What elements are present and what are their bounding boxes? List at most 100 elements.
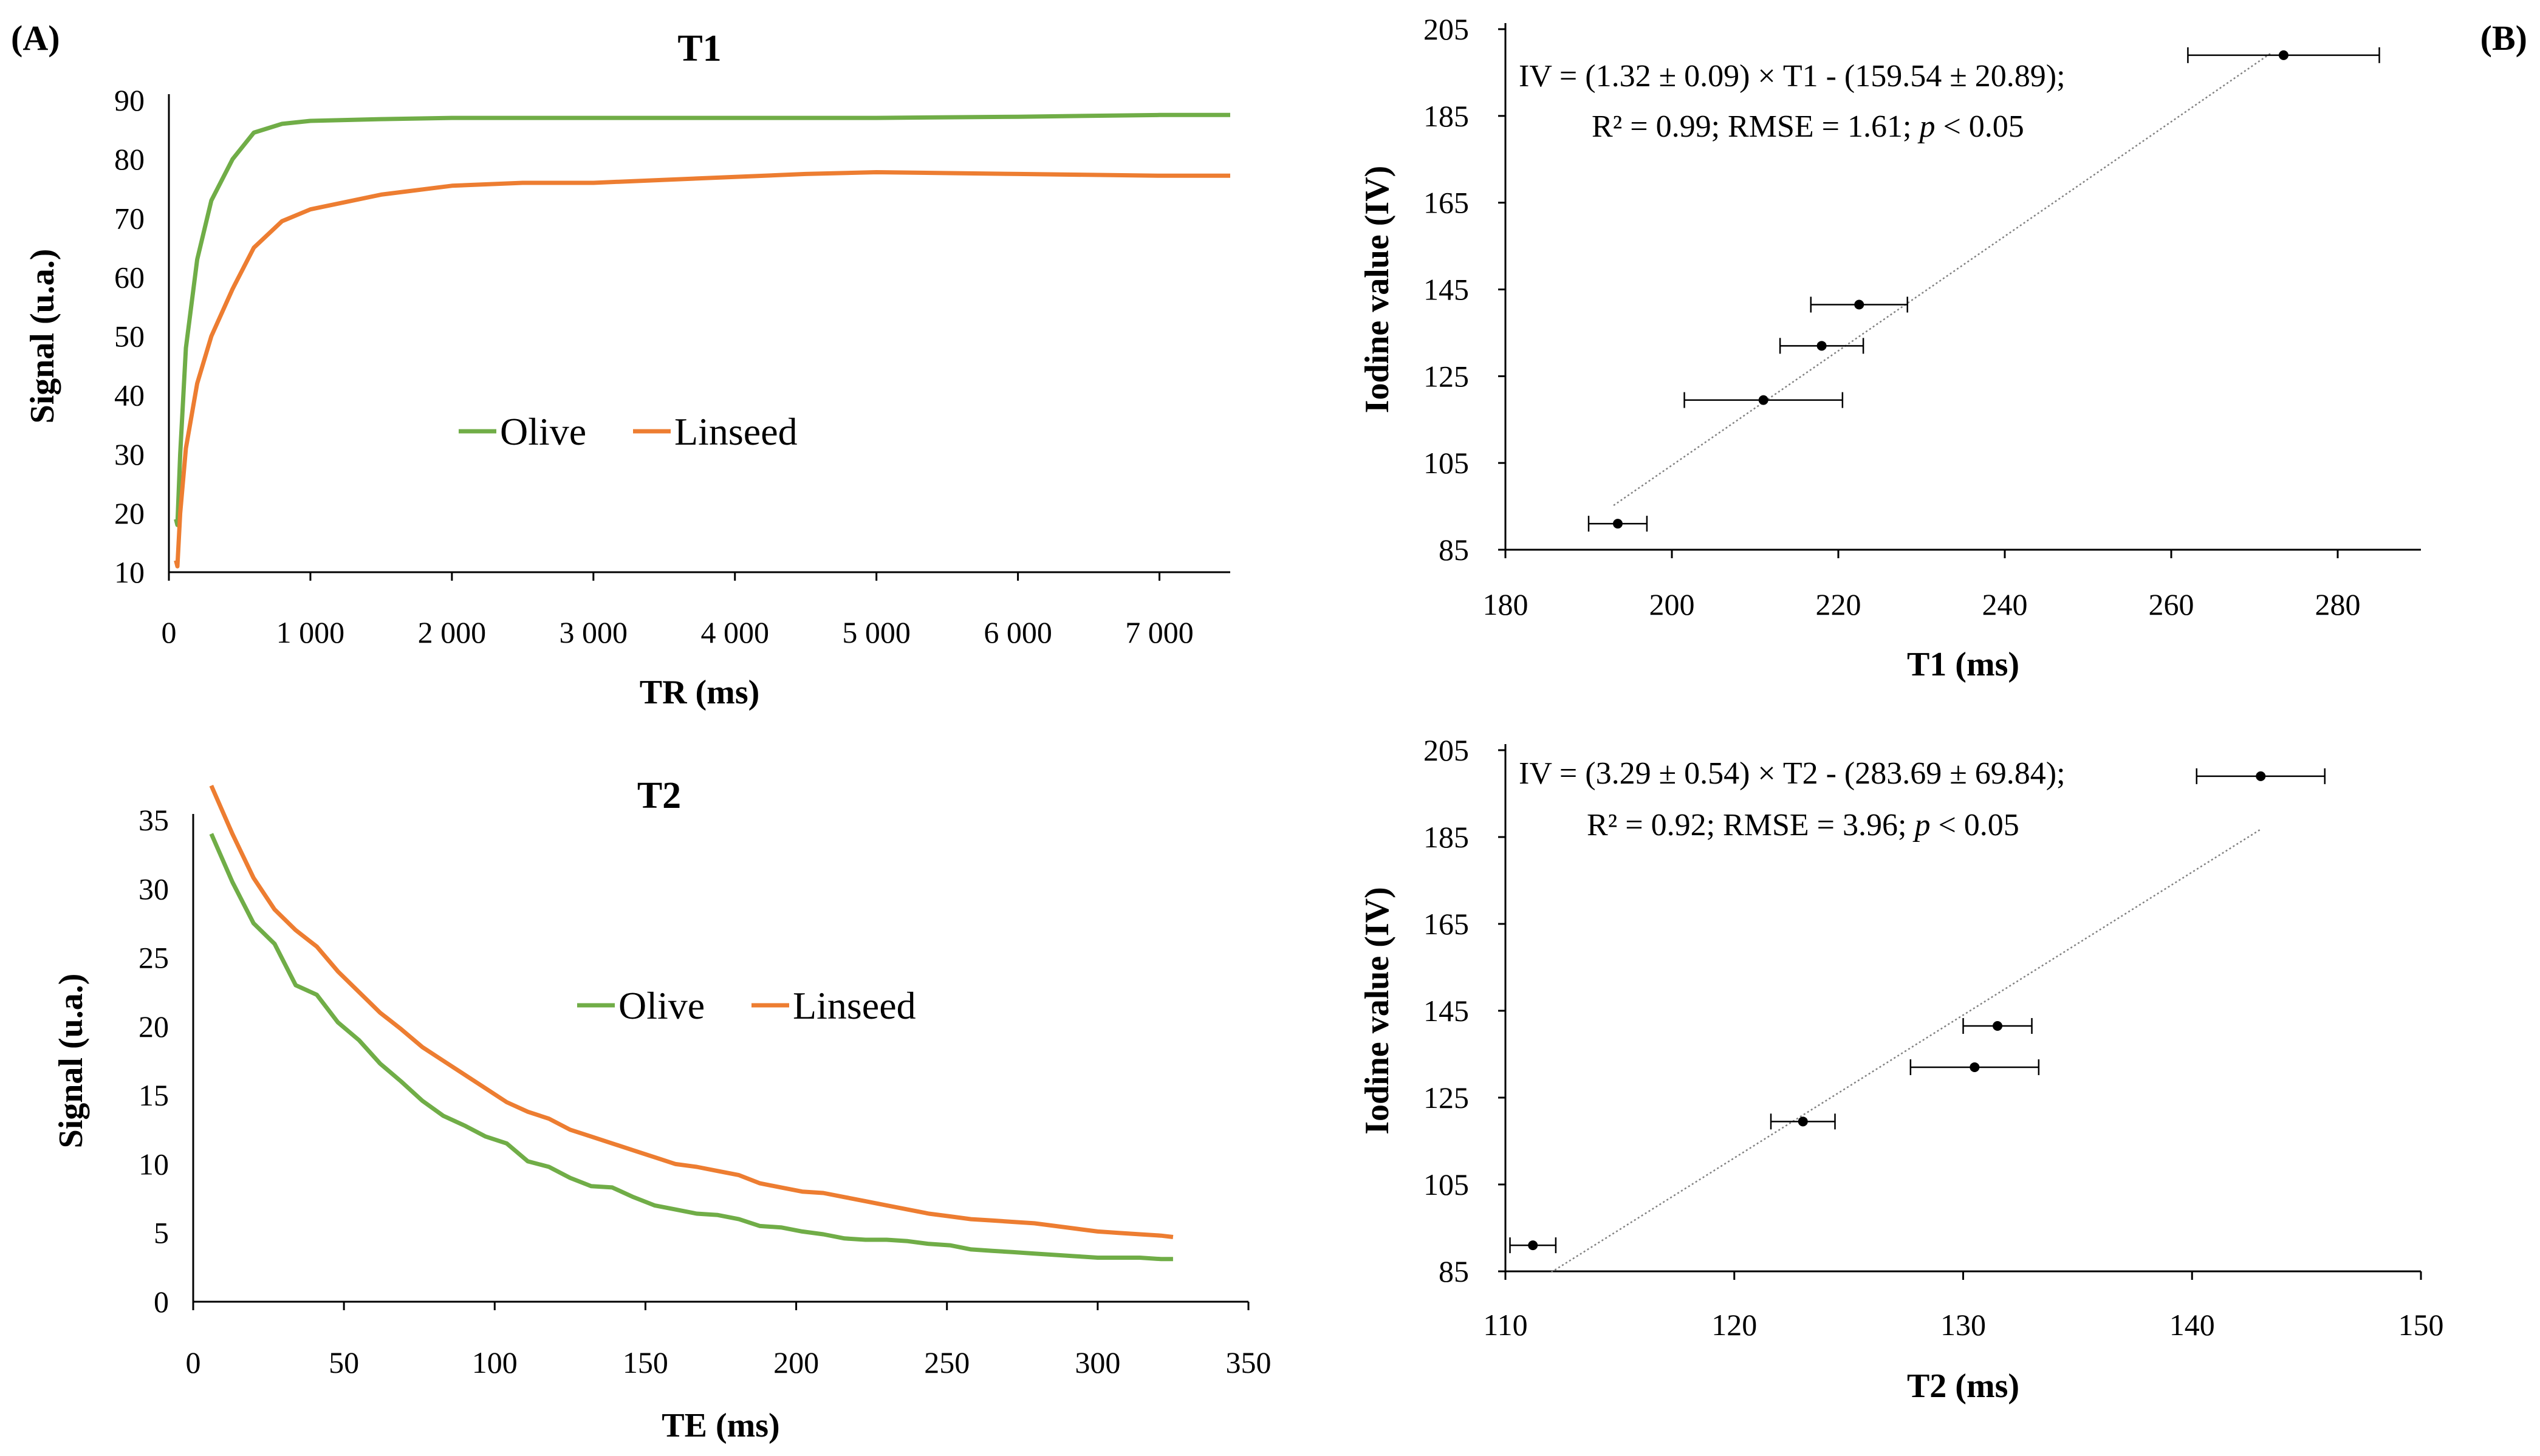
chart-iodine-value-vs-t1: 180 200 220 240 260 280 85 105 125 145 165 185 205 T1… (1358, 12, 2421, 683)
y-tick-label: 20 (114, 496, 145, 530)
x-tick-label: 300 (1075, 1345, 1120, 1379)
y-tick-label: 0 (154, 1285, 169, 1319)
x-tick-label: 200 (1649, 587, 1695, 621)
legend-label-olive: Olive (500, 410, 586, 453)
y-tick-label: 145 (1423, 273, 1469, 307)
x-axis-label: TR (ms) (640, 674, 760, 711)
x-tick-label: 280 (2315, 587, 2361, 621)
x-tick-label: 260 (2149, 587, 2194, 621)
legend-label-olive: Olive (618, 984, 705, 1027)
stats-suffix: < 0.05 (1935, 109, 2024, 144)
y-tick-label: 10 (139, 1147, 169, 1181)
y-tick-label: 165 (1423, 907, 1469, 941)
regression-equation: IV = (3.29 ± 0.54) × T2 - (283.69 ± 69.8… (1519, 756, 2066, 791)
stats-prefix: R² = 0.99; RMSE = 1.61; (1592, 109, 1919, 144)
stats-p: p (1912, 808, 1930, 842)
x-tick-label: 50 (329, 1345, 359, 1379)
y-tick-label: 125 (1423, 359, 1469, 393)
y-tick-label: 30 (139, 872, 169, 906)
x-tick-label: 130 (1940, 1308, 1986, 1342)
data-point (2278, 50, 2288, 60)
data-point (1854, 299, 1864, 310)
y-axis-label: Iodine value (IV) (1358, 887, 1396, 1135)
trendline (1613, 52, 2272, 507)
y-tick-label: 80 (114, 142, 145, 176)
y-tick-label: 10 (114, 555, 145, 589)
x-tick-label: 350 (1226, 1345, 1272, 1379)
x-tick-label: 2 000 (418, 615, 487, 649)
y-tick-label: 105 (1423, 1167, 1469, 1201)
x-tick-label: 7 000 (1125, 615, 1194, 649)
y-tick-label: 85 (1439, 1254, 1469, 1288)
chart-t2-signal-vs-te: T2 0 50 100 150 200 250 300 350 0 5 10 15 20 25 30 35 TE … (52, 775, 1272, 1444)
stats-prefix: R² = 0.92; RMSE = 3.96; (1587, 808, 1914, 842)
data-point (1970, 1062, 1980, 1072)
x-tick-label: 100 (472, 1345, 518, 1379)
x-tick-label: 200 (773, 1345, 819, 1379)
y-tick-label: 165 (1423, 186, 1469, 220)
y-tick-label: 35 (139, 803, 169, 837)
series-line-olive (174, 112, 1230, 527)
panel-label-a: (A) (11, 18, 60, 58)
data-point (2256, 771, 2266, 781)
x-tick-label: 180 (1483, 587, 1528, 621)
x-tick-label: 250 (924, 1345, 970, 1379)
y-tick-label: 25 (139, 941, 169, 975)
stats-suffix: < 0.05 (1930, 808, 2019, 842)
x-tick-label: 120 (1711, 1308, 1757, 1342)
x-tick-label: 110 (1483, 1308, 1527, 1342)
y-tick-label: 205 (1423, 12, 1469, 46)
trendline (1550, 829, 2261, 1273)
y-tick-label: 90 (114, 83, 145, 117)
x-tick-label: 140 (2169, 1308, 2215, 1342)
chart-t1-signal-vs-tr: T1 0 1 000 2 000 3 000 4 000 5 000 6 000 7 000 10… (24, 28, 1230, 711)
chart-iodine-value-vs-t2: 110 120 130 140 150 85 105 125 145 165 185 205 T2 (m… (1358, 733, 2444, 1405)
y-tick-label: 185 (1423, 820, 1469, 854)
legend-label-linseed: Linseed (793, 984, 916, 1027)
x-tick-label: 4 000 (700, 615, 769, 649)
regression-stats: R² = 0.99; RMSE = 1.61; p < 0.05 (1592, 109, 2024, 144)
y-tick-label: 145 (1423, 994, 1469, 1028)
data-point (1612, 519, 1623, 529)
legend-label-linseed: Linseed (674, 410, 798, 453)
series-line-linseed (174, 170, 1230, 569)
x-tick-label: 6 000 (984, 615, 1052, 649)
x-axis-label: TE (ms) (662, 1407, 779, 1444)
data-point (1528, 1240, 1538, 1251)
y-tick-label: 105 (1423, 446, 1469, 480)
y-axis-label: Iodine value (IV) (1358, 166, 1396, 414)
x-tick-label: 150 (2398, 1308, 2444, 1342)
regression-stats: R² = 0.92; RMSE = 3.96; p < 0.05 (1587, 808, 2019, 842)
y-tick-label: 20 (139, 1010, 169, 1044)
y-tick-label: 70 (114, 201, 145, 235)
y-tick-label: 15 (139, 1078, 169, 1112)
x-tick-label: 0 (162, 615, 177, 649)
y-tick-label: 30 (114, 437, 145, 471)
y-axis-label: Signal (u.a.) (24, 249, 61, 424)
x-tick-label: 220 (1816, 587, 1861, 621)
x-tick-label: 0 (186, 1345, 201, 1379)
regression-equation: IV = (1.32 ± 0.09) × T1 - (159.54 ± 20.8… (1519, 59, 2066, 94)
chart-title: T2 (637, 775, 681, 816)
data-point (1758, 395, 1768, 405)
data-point (1798, 1116, 1808, 1127)
y-tick-label: 50 (114, 320, 145, 354)
x-tick-label: 150 (623, 1345, 668, 1379)
y-tick-label: 60 (114, 260, 145, 294)
data-point (1816, 341, 1827, 351)
y-axis-label: Signal (u.a.) (52, 974, 90, 1149)
x-axis-label: T2 (ms) (1907, 1367, 2019, 1405)
stats-p: p (1917, 109, 1935, 144)
y-tick-label: 185 (1423, 99, 1469, 133)
series-line-linseed (209, 784, 1174, 1239)
y-tick-label: 40 (114, 378, 145, 412)
y-tick-label: 125 (1423, 1081, 1469, 1115)
x-tick-label: 3 000 (560, 615, 628, 649)
data-point (1993, 1021, 2003, 1031)
y-tick-label: 205 (1423, 733, 1469, 767)
chart-title: T1 (677, 28, 721, 69)
y-tick-label: 85 (1439, 533, 1469, 567)
panel-label-b: (B) (2480, 18, 2527, 58)
x-tick-label: 1 000 (276, 615, 345, 649)
x-axis-label: T1 (ms) (1907, 646, 2019, 683)
